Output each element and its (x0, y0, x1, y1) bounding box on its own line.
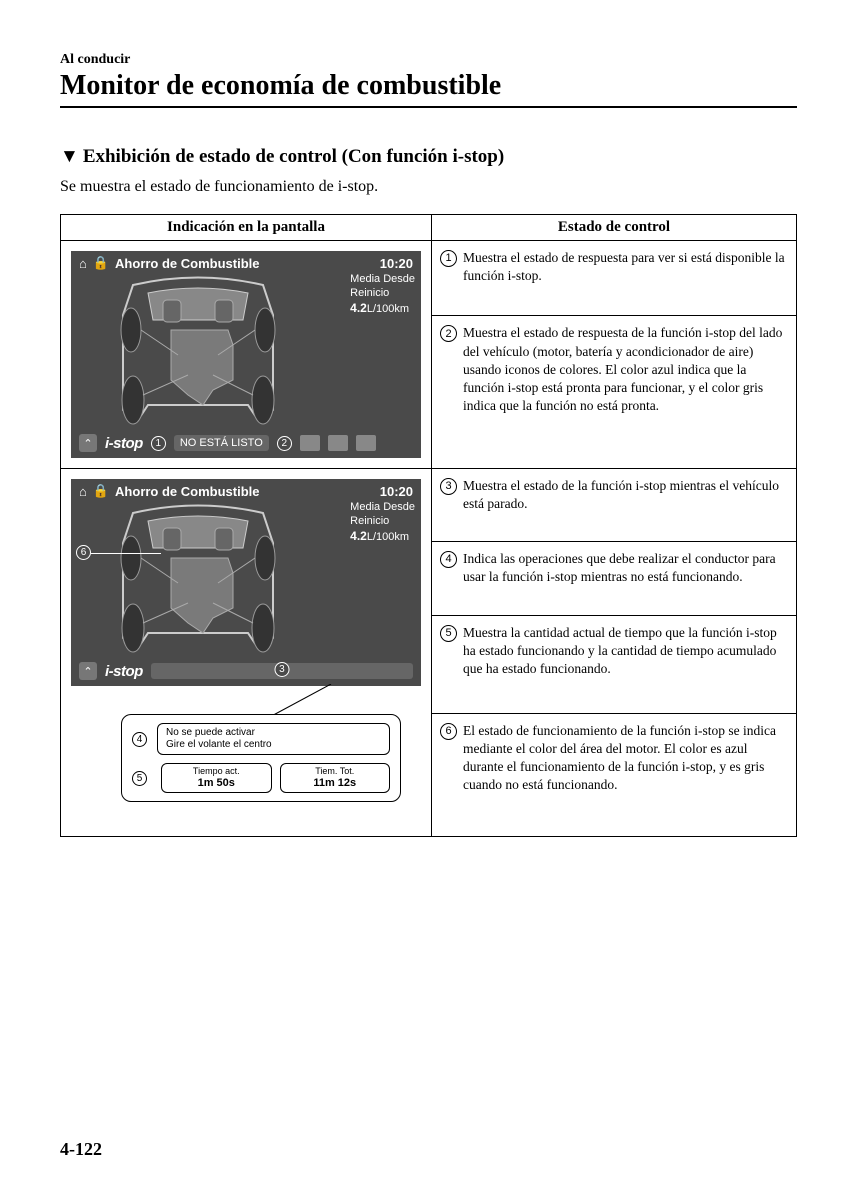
car-diagram (93, 275, 303, 425)
marker-triangle: ▼ (60, 146, 79, 167)
avg-label-1: Media Desde (350, 501, 415, 515)
col-header-status: Estado de control (432, 215, 797, 241)
num-3: 3 (440, 478, 457, 495)
avg-label-2: Reinicio (350, 287, 415, 301)
leader-line-6 (91, 553, 161, 554)
col-header-display: Indicación en la pantalla (61, 215, 432, 241)
callout-1: 1 (151, 436, 166, 451)
desc-5: Muestra la cantidad actual de tiempo que… (463, 624, 786, 679)
warn-line-2: Gire el volante el centro (166, 739, 381, 751)
istop-label: i-stop (105, 435, 143, 452)
desc-6: El estado de funcionamiento de la funció… (463, 722, 786, 795)
display-cell-1: ⌂ 🔒 Ahorro de Combustible 10:20 (61, 241, 432, 469)
avg-unit: L/100km (367, 303, 409, 315)
car-diagram (93, 503, 303, 653)
up-button-icon: ⌃ (79, 662, 97, 680)
status-table: Indicación en la pantalla Estado de cont… (60, 214, 797, 837)
page-title: Monitor de economía de combustible (60, 70, 797, 102)
subheading-text: Exhibición de estado de control (Con fun… (83, 146, 504, 167)
avg-label-1: Media Desde (350, 273, 415, 287)
callout-6: 6 (76, 545, 91, 560)
lock-icon: 🔒 (93, 255, 109, 271)
home-icon: ⌂ (79, 484, 87, 499)
engine-icon (300, 435, 320, 451)
desc-cell-1: 1 Muestra el estado de respuesta para ver… (432, 241, 797, 316)
avg-value: 4.2 (350, 529, 367, 543)
infotainment-panel-1: ⌂ 🔒 Ahorro de Combustible 10:20 (71, 251, 421, 458)
num-4: 4 (440, 551, 457, 568)
infotainment-panel-2: ⌂ 🔒 Ahorro de Combustible 10:20 (71, 479, 421, 686)
desc-cell-4: 4 Indica las operaciones que debe realiza… (432, 542, 797, 615)
display-cell-2: ⌂ 🔒 Ahorro de Combustible 10:20 (61, 469, 432, 837)
time-tot-label: Tiem. Tot. (289, 766, 382, 777)
desc-4: Indica las operaciones que debe realizar… (463, 550, 786, 586)
desc-3: Muestra el estado de la función i-stop m… (463, 477, 786, 513)
desc-1: Muestra el estado de respuesta para ver … (463, 249, 786, 285)
lock-icon: 🔒 (93, 483, 109, 499)
home-icon: ⌂ (79, 256, 87, 271)
time-tot-val: 11m 12s (289, 777, 382, 790)
ac-icon (356, 435, 376, 451)
title-rule (60, 106, 797, 108)
desc-cell-3: 3 Muestra el estado de la función i-stop … (432, 469, 797, 542)
desc-cell-2: 2 Muestra el estado de respuesta de la fu… (432, 316, 797, 469)
num-1: 1 (440, 250, 457, 267)
panel-clock: 10:20 (380, 484, 413, 499)
num-2: 2 (440, 325, 457, 342)
panel-clock: 10:20 (380, 256, 413, 271)
status-not-ready: NO ESTÁ LISTO (174, 435, 269, 451)
istop-label: i-stop (105, 663, 143, 680)
battery-icon (328, 435, 348, 451)
callout-bubble: 4 No se puede activar Gire el volante el… (121, 714, 401, 802)
desc-cell-5: 5 Muestra la cantidad actual de tiempo qu… (432, 615, 797, 713)
num-6: 6 (440, 723, 457, 740)
desc-2: Muestra el estado de respuesta de la fun… (463, 324, 786, 415)
callout-2: 2 (277, 436, 292, 451)
section-label: Al conducir (60, 52, 797, 68)
time-cur-label: Tiempo act. (170, 766, 263, 777)
lead-text: Se muestra el estado de funcionamiento d… (60, 178, 797, 196)
avg-label-2: Reinicio (350, 515, 415, 529)
up-button-icon: ⌃ (79, 434, 97, 452)
subheading: ▼Exhibición de estado de control (Con fu… (60, 146, 797, 168)
panel-title: Ahorro de Combustible (115, 484, 259, 499)
callout-4: 4 (132, 732, 147, 747)
num-5: 5 (440, 625, 457, 642)
page-number: 4-122 (60, 1139, 102, 1160)
time-cur-val: 1m 50s (170, 777, 263, 790)
istop-status-bar: 3 (151, 663, 413, 679)
avg-unit: L/100km (367, 531, 409, 543)
panel-title: Ahorro de Combustible (115, 256, 259, 271)
callout-3: 3 (274, 662, 289, 677)
warn-line-1: No se puede activar (166, 727, 381, 739)
callout-5: 5 (132, 771, 147, 786)
desc-cell-6: 6 El estado de funcionamiento de la funci… (432, 713, 797, 836)
avg-value: 4.2 (350, 301, 367, 315)
